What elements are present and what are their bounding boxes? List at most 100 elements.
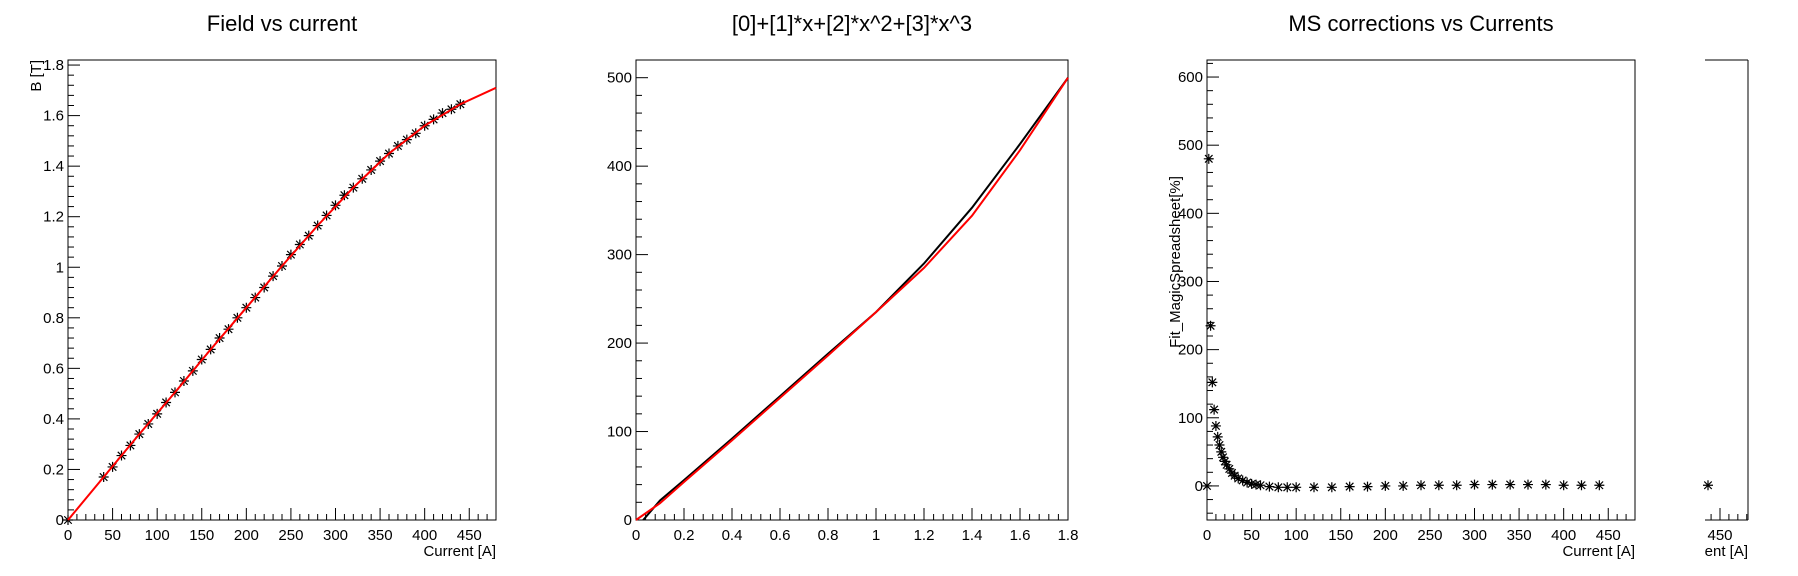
panel-ms-corrections: MS corrections vs Currents 0 50 100 150 200 2… [1167,11,1636,560]
data-point [1216,446,1227,457]
data-point [1209,404,1220,415]
x-tick-label: 250 [278,527,303,544]
data-point [1282,482,1293,493]
data-point [1398,480,1409,491]
y-tick-label: 1.6 [43,108,64,125]
y-tick-label: 200 [607,335,632,352]
data-point [1273,482,1284,493]
y-tick-label: 0.4 [43,411,64,428]
x-tick-label: 300 [323,527,348,544]
x-tick-label: 1 [872,527,880,544]
x-tick-label: 1.2 [914,527,935,544]
data-point [1344,481,1355,492]
data-point [1433,480,1444,491]
data-point [1255,480,1266,491]
panel-clipped-partial: 450 ent [A] [1703,59,1749,560]
axis-ticks: 450 [1707,508,1748,544]
series-line-1 [67,86,497,521]
y-tick-label: 0.8 [43,310,64,327]
series-line-0 [642,77,1069,521]
data-point [1309,482,1319,493]
x-axis-label: Current [A] [423,543,496,560]
y-tick-label: 0.2 [43,461,64,478]
x-tick-label: 100 [1284,527,1309,544]
data-point [1326,482,1337,493]
x-tick-label: 0 [64,527,72,544]
x-tick-label: 150 [189,527,214,544]
data-point [1469,479,1480,490]
plot-series [1202,153,1605,493]
x-tick-label: 300 [1462,527,1487,544]
data-point [1246,478,1257,489]
y-tick-label: 300 [1178,273,1203,290]
x-tick-label: 0.2 [674,527,695,544]
x-tick-label: 50 [104,527,121,544]
y-tick-label: 1 [56,259,64,276]
data-point [1205,320,1216,331]
data-point [1203,153,1214,164]
x-tick-label: 350 [1507,527,1532,544]
x-tick-label: 50 [1243,527,1260,544]
x-tick-label: 200 [1373,527,1398,544]
y-tick-label: 600 [1178,69,1203,86]
x-tick-label: 1.8 [1058,527,1079,544]
x-tick-label: 0 [632,527,640,544]
data-point [1416,480,1426,491]
x-tick-label: 1.4 [962,527,983,544]
data-point [1207,377,1218,388]
y-tick-label: 400 [1178,205,1203,222]
data-point [1487,479,1498,490]
y-axis-label: Fit_MagicSpreadsheet[%] [1167,176,1184,348]
data-point [1237,475,1248,486]
data-point [1214,440,1225,451]
plot-series [635,77,1069,521]
x-tick-label: 150 [1328,527,1353,544]
y-tick-label: 500 [1178,137,1203,154]
x-tick-label: 200 [234,527,259,544]
x-axis-label: ent [A] [1705,543,1748,560]
x-tick-label: 400 [412,527,437,544]
plot-frame [67,59,497,521]
y-tick-label: 1.2 [43,209,64,226]
data-point [1233,473,1244,484]
data-point [1264,481,1275,492]
data-point [1251,479,1262,490]
data-point [1594,480,1605,491]
y-tick-label: 0 [624,512,632,529]
data-point [1212,431,1223,442]
y-tick-label: 1.8 [43,57,64,74]
axis-ticks: 0 50 100 150 200 250 300 350 400 450 0 0.2 0.4 0.6 0.8… [43,57,497,544]
data-point [1218,452,1229,463]
data-point [1221,459,1232,470]
x-tick-label: 0.8 [818,527,839,544]
data-point [1703,480,1713,491]
data-point [1558,480,1569,491]
series-line-1 [635,77,1069,521]
x-tick-label: 350 [368,527,393,544]
x-tick-label: 400 [1551,527,1576,544]
plot-frame [635,59,1069,521]
data-point [1362,481,1373,492]
chart-title: Field vs current [207,11,357,36]
x-tick-label: 0.4 [722,527,743,544]
x-tick-label: 0.6 [770,527,791,544]
data-point [1540,479,1551,490]
data-point [1242,477,1253,488]
data-point [1380,480,1391,491]
y-tick-label: 100 [1178,410,1203,427]
data-point [339,190,350,201]
panel-field-vs-current: Field vs current 0 50 100 150 200 250 300 350 40… [28,11,497,560]
data-point [1576,480,1587,491]
chart-title: [0]+[1]*x+[2]*x^2+[3]*x^3 [732,11,972,36]
data-point [1451,480,1462,491]
axis-ticks: 0 50 100 150 200 250 300 350 400 450 0 100 200 300 400… [1178,62,1636,544]
data-point [1202,480,1212,491]
plot-series [63,86,497,525]
y-tick-label: 400 [607,158,632,175]
x-tick-label: 450 [457,527,482,544]
y-tick-label: 0 [1195,478,1203,495]
x-axis-label: Current [A] [1562,543,1635,560]
chart-title: MS corrections vs Currents [1288,11,1553,36]
axis-ticks: 0 0.2 0.4 0.6 0.8 1 1.2 1.4 1.6 1.8 0 100 200 300 400 5… [607,59,1079,544]
